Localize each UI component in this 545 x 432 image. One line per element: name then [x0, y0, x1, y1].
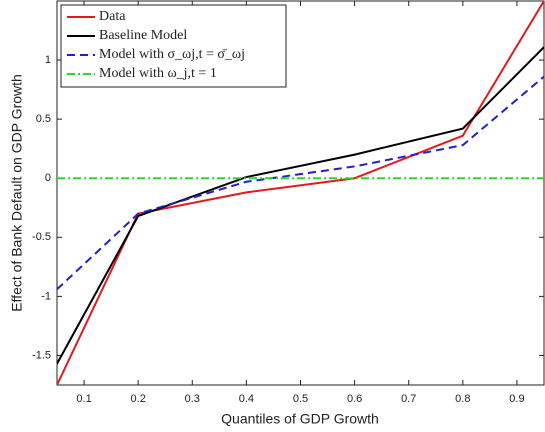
x-tick-label: 0.4 — [239, 393, 254, 405]
x-tick-label: 0.5 — [293, 393, 308, 405]
y-tick-label: -0.5 — [32, 231, 51, 243]
data-line — [57, 75, 544, 291]
y-tick-label: 1 — [45, 54, 51, 66]
legend-box — [60, 4, 287, 88]
x-tick-label: 0.3 — [185, 393, 200, 405]
x-axis-label: Quantiles of GDP Growth — [221, 411, 379, 427]
x-tick-label: 0.9 — [509, 393, 524, 405]
y-axis-label: Effect of Bank Default on GDP Growth — [9, 74, 25, 312]
x-tick-label: 0.7 — [401, 393, 416, 405]
y-tick-label: 0.5 — [36, 113, 51, 125]
legend-text: Model with ω_j,t = 1 — [99, 66, 217, 81]
legend-text: Model with σ_ωj,t = σ̄_ωj — [99, 47, 245, 62]
x-tick-label: 0.6 — [347, 393, 362, 405]
y-tick-label: 0 — [45, 172, 51, 184]
x-tick-label: 0.8 — [455, 393, 470, 405]
legend-text: Data — [99, 9, 126, 24]
y-tick-label: -1 — [41, 290, 51, 302]
y-tick-label: -1.5 — [32, 349, 51, 361]
legend-text: Baseline Model — [99, 28, 187, 43]
x-tick-label: 0.2 — [131, 393, 146, 405]
data-line — [57, 46, 544, 365]
x-tick-label: 0.1 — [76, 393, 91, 405]
